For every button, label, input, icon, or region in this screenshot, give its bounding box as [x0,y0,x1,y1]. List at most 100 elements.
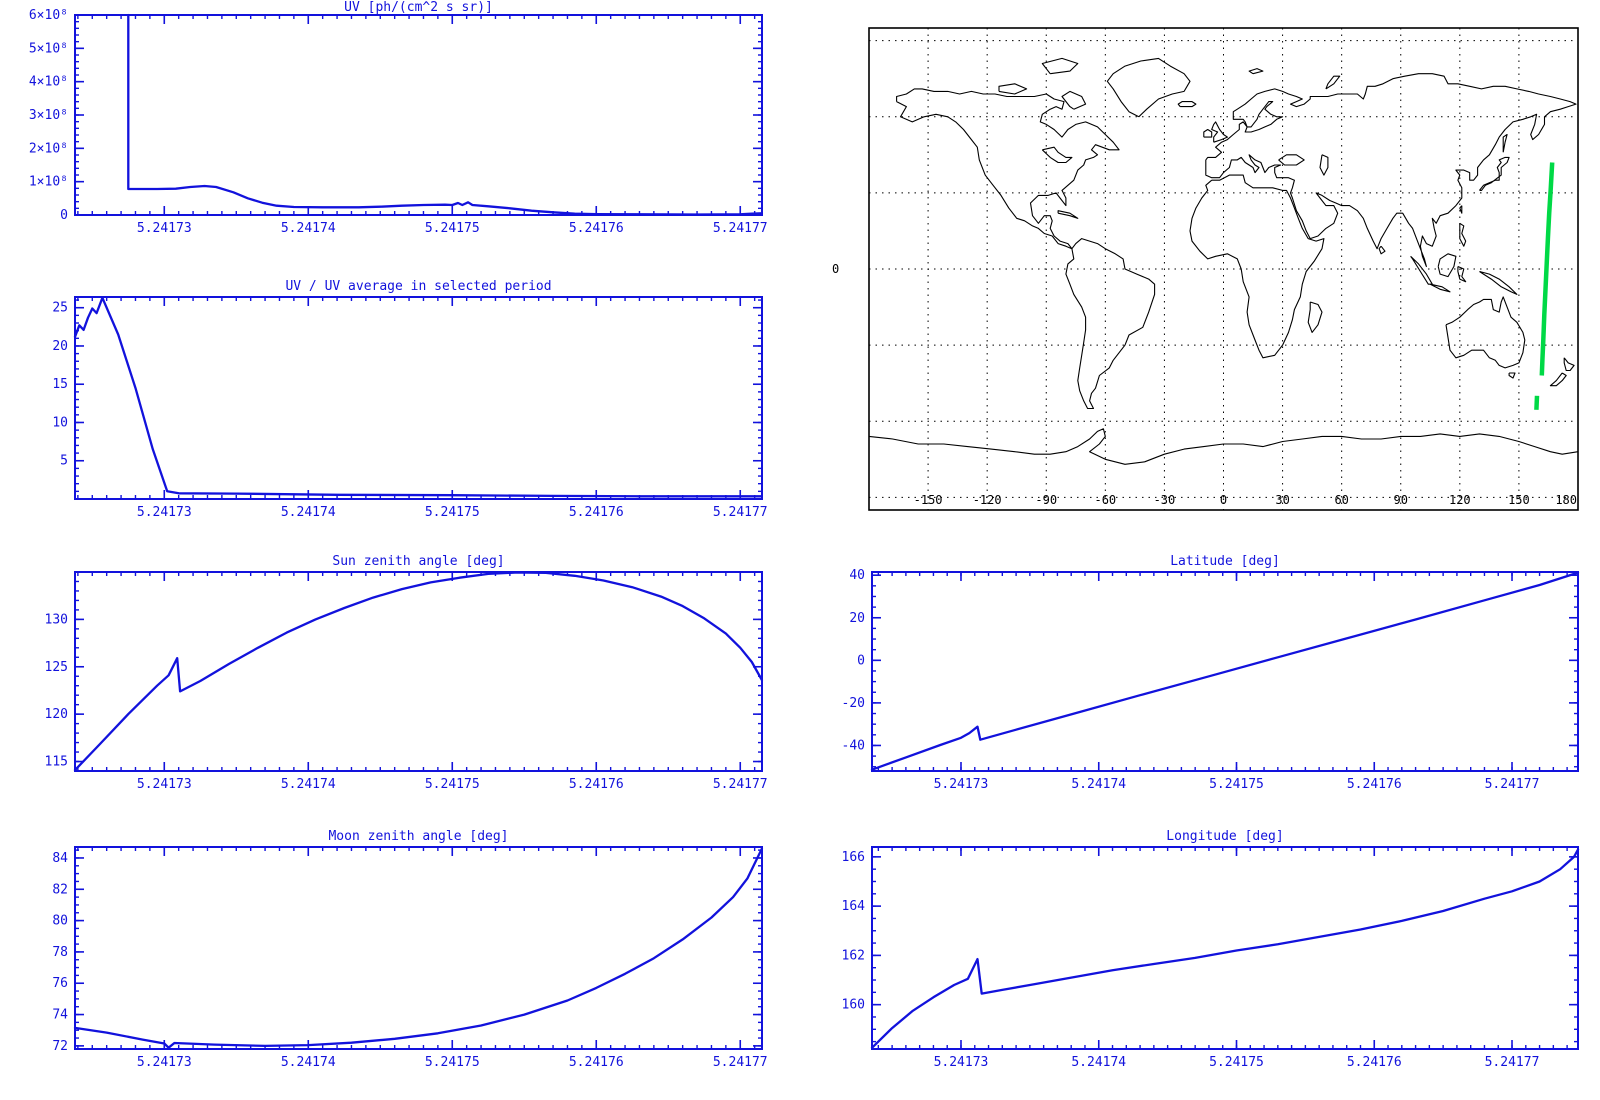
svg-text:5×10⁸: 5×10⁸ [29,41,68,56]
uv-ratio-chart-title: UV / UV average in selected period [285,279,552,294]
coastline-south_america [1065,238,1156,410]
coastline-africa [1189,174,1325,359]
coastline-black_sea [1278,154,1305,166]
coastline-eurasia [1205,73,1577,268]
map-lon-label: 60 [1334,493,1348,507]
longitude-chart-title: Longitude [deg] [1166,829,1284,844]
coastline-borneo [1437,253,1457,278]
svg-text:5.24176: 5.24176 [569,221,624,236]
world-map: -150 -120 -90 -60 -30 0 30 60 90 120 150 180 0 [832,27,1579,511]
map-lat-label: 0 [832,262,839,276]
coastline-sakhalin [1502,133,1508,153]
svg-text:5.24177: 5.24177 [1485,777,1540,792]
svg-text:-40: -40 [842,738,865,753]
svg-text:5.24177: 5.24177 [713,505,768,520]
svg-text:76: 76 [52,976,68,991]
svg-text:120: 120 [45,707,68,722]
coastline-greenland [1106,57,1191,118]
coastline-tasmania [1508,372,1516,379]
latitude-plot: 5.24173 5.24174 5.24175 5.24176 5.24177 -40 -2… [842,568,1580,792]
latitude-chart-title: Latitude [deg] [1170,554,1280,569]
svg-text:3×10⁸: 3×10⁸ [29,108,68,123]
svg-text:5.24175: 5.24175 [425,221,480,236]
map-lon-label: -60 [1094,493,1116,507]
svg-text:5.24177: 5.24177 [1485,1055,1540,1070]
sun-zenith-plot: 5.24173 5.24174 5.24175 5.24176 5.24177 115 12… [45,571,768,792]
svg-text:5.24176: 5.24176 [1347,777,1402,792]
map-lon-label: -120 [973,493,1002,507]
svg-text:5.24173: 5.24173 [137,777,192,792]
coastline-caspian_sea [1319,154,1329,176]
svg-text:5.24176: 5.24176 [1347,1055,1402,1070]
svg-text:162: 162 [842,948,865,963]
svg-text:166: 166 [842,850,865,865]
svg-text:20: 20 [849,611,865,626]
map-lon-label: 180 [1555,493,1577,507]
svg-text:10: 10 [52,415,68,430]
svg-text:5.24173: 5.24173 [137,221,192,236]
map-lon-label: 150 [1508,493,1530,507]
ground-track_main [1539,162,1555,376]
svg-text:5.24174: 5.24174 [281,777,336,792]
svg-text:5: 5 [60,454,68,469]
coastline-sumatra [1410,255,1433,285]
svg-text:25: 25 [52,301,68,316]
coastline-victoria [998,83,1028,95]
longitude-curve [870,848,1580,1049]
svg-text:40: 40 [849,568,865,583]
longitude-plot: 5.24173 5.24174 5.24175 5.24176 5.24177 160 16… [842,846,1580,1070]
sun-zenith-curve [73,571,764,772]
svg-text:82: 82 [52,882,68,897]
svg-text:5.24177: 5.24177 [713,1055,768,1070]
svg-text:5.24176: 5.24176 [569,777,624,792]
svg-text:72: 72 [52,1039,68,1054]
moon-zenith-chart-title: Moon zenith angle [deg] [328,829,509,844]
svg-text:5.24175: 5.24175 [1209,777,1264,792]
moon-zenith-curve [73,847,764,1049]
coastline-svalbard [1248,68,1264,75]
map-lon-label: 30 [1275,493,1289,507]
svg-text:5.24174: 5.24174 [281,1055,336,1070]
coastline-iceland [1177,101,1197,108]
ground-track_short [1534,395,1540,410]
latitude-curve [870,571,1580,771]
coastline-sri_lanka [1378,245,1386,255]
coastline-nz_north [1563,357,1575,372]
map-lon-label: -30 [1154,493,1176,507]
coastline-baffin [1061,90,1087,110]
svg-text:15: 15 [52,377,68,392]
map-lon-label: 90 [1394,493,1408,507]
sun-zenith-chart-title: Sun zenith angle [deg] [332,554,505,569]
svg-text:5.24175: 5.24175 [425,505,480,520]
svg-text:-20: -20 [842,696,865,711]
svg-text:5.24173: 5.24173 [137,1055,192,1070]
coastline-philippines [1459,222,1467,247]
coastline-great_lakes [1041,146,1073,164]
svg-text:5.24173: 5.24173 [137,505,192,520]
coastline-madagascar [1307,301,1323,333]
svg-text:4×10⁸: 4×10⁸ [29,75,68,90]
svg-text:164: 164 [842,899,866,914]
svg-text:5.24176: 5.24176 [569,1055,624,1070]
coastline-ireland [1203,128,1213,138]
moon-zenith-plot: 5.24173 5.24174 5.24175 5.24176 5.24177 72 74 7… [52,846,768,1070]
coastline-sulawesi [1457,265,1467,283]
svg-text:1×10⁸: 1×10⁸ [29,175,68,190]
uv-ratio-curve [73,296,764,498]
coastline-ellesmere [1041,57,1079,75]
svg-text:125: 125 [45,660,68,675]
svg-text:5.24177: 5.24177 [713,777,768,792]
svg-text:5.24174: 5.24174 [1071,1055,1126,1070]
uv-ratio-plot: 5.24173 5.24174 5.24175 5.24176 5.24177 5 10 15… [52,296,768,520]
svg-text:0: 0 [60,208,68,223]
svg-text:115: 115 [45,755,68,770]
coastline-new_guinea [1479,270,1518,295]
svg-text:0: 0 [857,653,865,668]
svg-text:5.24177: 5.24177 [713,221,768,236]
svg-text:5.24173: 5.24173 [934,777,989,792]
coastline-japan [1479,156,1510,191]
coastline-antarctica [868,428,1579,465]
svg-text:5.24175: 5.24175 [425,1055,480,1070]
map-lon-label: 0 [1220,493,1227,507]
svg-text:78: 78 [52,945,68,960]
